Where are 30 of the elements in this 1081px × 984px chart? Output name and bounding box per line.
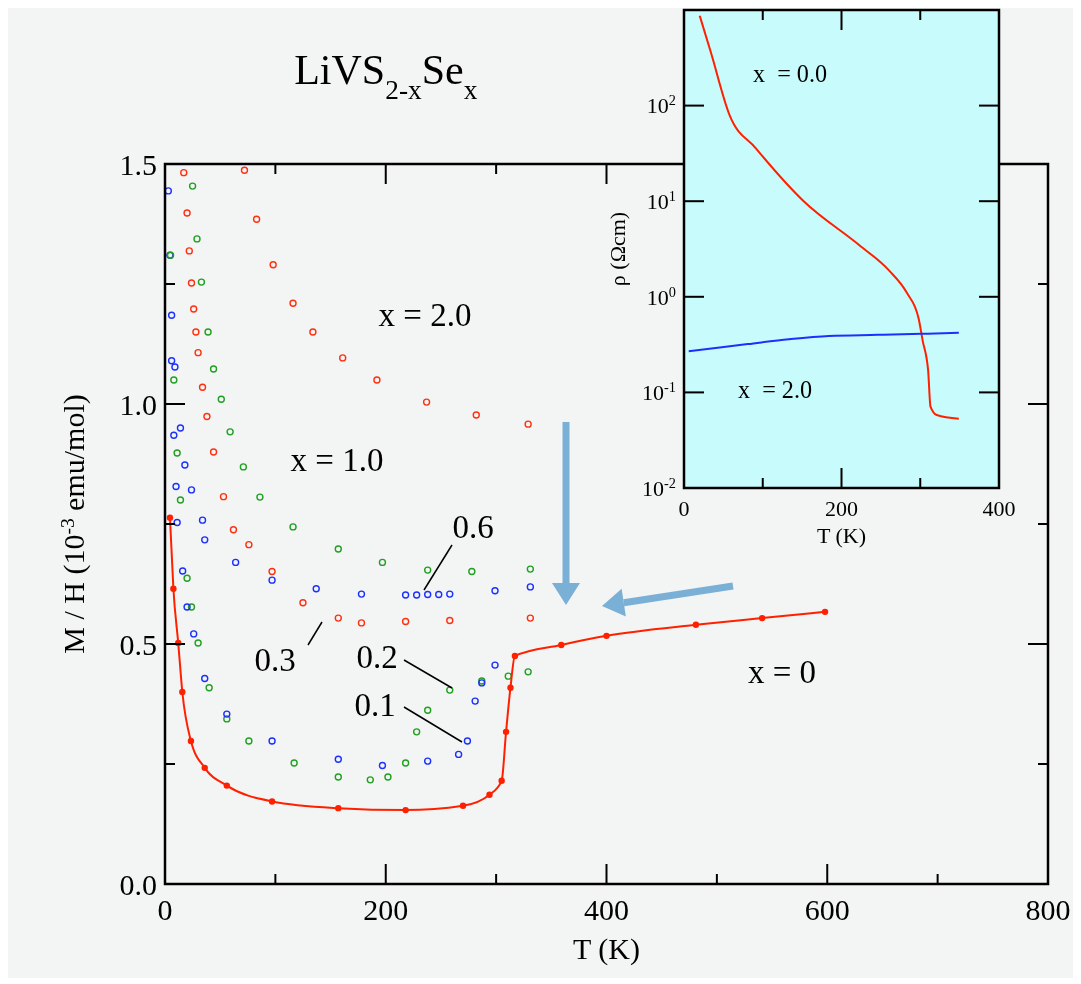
x-tick-label: 200 (363, 893, 409, 926)
series-label: x = 0 (747, 654, 817, 690)
chart-title: LiVS$_{2-x}$Se$_{x}$ (294, 47, 478, 105)
y-tick-label: 0.0 (119, 867, 157, 901)
y-tick-label: 1.0 (119, 387, 157, 421)
x-tick-label: 0 (678, 496, 690, 521)
x-tick-label: 0 (157, 893, 173, 926)
y-tick-label: 0.5 (119, 627, 157, 661)
y-tick-label: 10$^{2}$ (646, 92, 676, 119)
y-tick-label: 10$^{1}$ (646, 187, 676, 214)
x-tick-label: 400 (982, 496, 1016, 521)
series-label: x = 2.0 (737, 376, 813, 403)
series-label: 0.3 (254, 642, 296, 678)
y-tick-label: 10$^{-1}$ (642, 379, 676, 406)
y-tick-label: 10$^{-2}$ (642, 474, 676, 501)
series-label: 0.2 (356, 639, 398, 675)
series-label: 0.1 (354, 687, 396, 723)
y-axis-title: ρ (Ωcm) (604, 211, 630, 287)
x-tick-label: 800 (1025, 893, 1071, 926)
series-label: 0.6 (452, 509, 494, 545)
x-axis-title: T (K) (816, 523, 867, 548)
x-tick-label: 400 (584, 893, 629, 926)
x-axis-title: T (K) (573, 932, 640, 966)
x-tick-label: 200 (825, 496, 858, 521)
y-tick-label: 10$^{0}$ (646, 283, 676, 310)
x-tick-label: 600 (804, 893, 850, 926)
series-label: x = 0.0 (752, 60, 828, 87)
y-tick-label: 1.5 (119, 147, 157, 181)
series-label: x = 2.0 (378, 297, 472, 333)
series-label: x = 1.0 (290, 442, 384, 478)
